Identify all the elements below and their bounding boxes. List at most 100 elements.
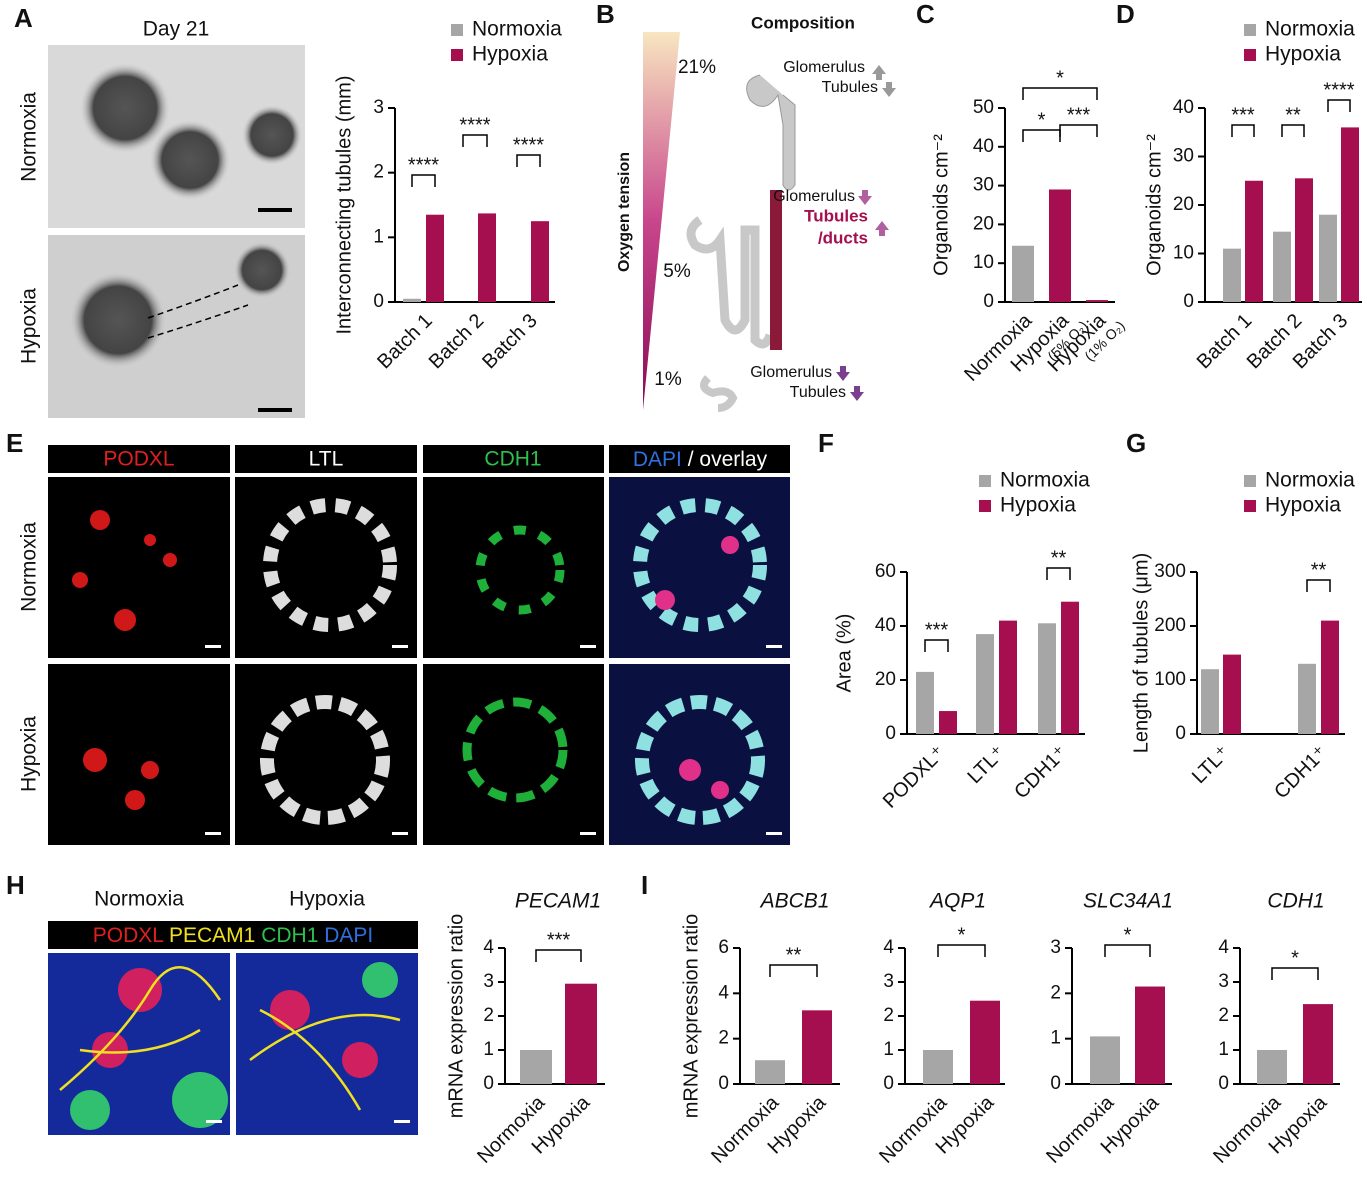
bar bbox=[565, 983, 597, 1084]
nephron bbox=[746, 74, 796, 191]
x-tick-label: LTL⁺ bbox=[963, 742, 1009, 788]
bar bbox=[1223, 654, 1241, 734]
note: Tubules bbox=[804, 206, 868, 225]
chart-title: AQP1 bbox=[928, 890, 986, 913]
y-tick-label: 1 bbox=[1050, 1028, 1061, 1049]
y-axis-label: Organoids cm⁻² bbox=[930, 134, 952, 276]
bar bbox=[1341, 127, 1359, 303]
legend-label: Normoxia bbox=[472, 18, 562, 41]
y-tick-label: 30 bbox=[973, 175, 994, 196]
y-axis-label: Organoids cm⁻² bbox=[1143, 134, 1165, 276]
row-label: Hypoxia bbox=[18, 716, 41, 792]
y-tick-label: 6 bbox=[718, 937, 729, 958]
significance-bracket bbox=[1327, 99, 1351, 112]
x-tick-label: Normoxia bbox=[1042, 1091, 1119, 1168]
y-tick-label: 40 bbox=[973, 136, 994, 157]
bar bbox=[531, 221, 549, 302]
legend-swatch bbox=[1244, 475, 1256, 487]
panel-b-diagram: Oxygen tension Composition 21% 5% 1% Glo… bbox=[616, 13, 896, 412]
x-tick-label: Normoxia bbox=[1209, 1091, 1286, 1168]
panel-letters: A B C D E F G H I bbox=[6, 0, 1146, 900]
significance-bracket bbox=[769, 964, 818, 977]
y-tick-label: 2 bbox=[883, 1005, 894, 1026]
y-tick-label: 2 bbox=[1050, 982, 1061, 1003]
y-tick-label: 1 bbox=[883, 1039, 894, 1060]
note: /ducts bbox=[818, 228, 868, 247]
y-tick-label: 1 bbox=[1218, 1039, 1229, 1060]
significance-bracket bbox=[1022, 87, 1098, 100]
panel-e-images: PODXL LTL CDH1 DAPI / overlay Normoxia H… bbox=[18, 445, 790, 845]
column-label: Hypoxia bbox=[289, 888, 365, 911]
x-tick-label: LTL⁺ bbox=[1188, 742, 1234, 788]
significance-bracket bbox=[937, 944, 986, 957]
bar bbox=[802, 1010, 832, 1084]
legend-swatch bbox=[1244, 500, 1256, 512]
significance-bracket bbox=[1271, 967, 1319, 980]
legend-label: Normoxia bbox=[1000, 469, 1090, 492]
y-tick-label: 0 bbox=[883, 1073, 894, 1094]
legend-swatch bbox=[1244, 24, 1256, 36]
channel-label: DAPI bbox=[324, 924, 373, 947]
y-tick-label: 0 bbox=[718, 1073, 729, 1094]
panel-letter: E bbox=[6, 428, 23, 458]
significance-label: * bbox=[1291, 947, 1299, 969]
significance-bracket bbox=[516, 154, 541, 167]
y-tick-label: 2 bbox=[373, 162, 384, 183]
panel-h-images: Normoxia Hypoxia PODXL PECAM1 CDH1 DAPI bbox=[48, 888, 418, 1135]
row-label: Normoxia bbox=[18, 522, 41, 612]
y-tick-label: 40 bbox=[875, 615, 896, 636]
bar bbox=[403, 298, 421, 302]
note: Tubules bbox=[822, 79, 878, 96]
level: 5% bbox=[663, 261, 691, 282]
significance-label: *** bbox=[1231, 104, 1255, 126]
chart-title: CDH1 bbox=[1267, 890, 1324, 913]
bar bbox=[916, 671, 934, 734]
y-tick-label: 60 bbox=[875, 561, 896, 582]
bar bbox=[1298, 663, 1316, 734]
channel-label: CDH1 bbox=[484, 448, 541, 471]
x-tick-label: Normoxia bbox=[707, 1091, 784, 1168]
legend-swatch bbox=[979, 500, 991, 512]
significance-bracket bbox=[535, 949, 582, 962]
significance-bracket bbox=[462, 134, 488, 147]
significance-label: **** bbox=[513, 134, 544, 156]
channel-label: PECAM1 bbox=[169, 924, 255, 947]
bar bbox=[1135, 986, 1165, 1084]
y-tick-label: 0 bbox=[1050, 1073, 1061, 1094]
y-axis-label: Interconnecting tubules (mm) bbox=[333, 75, 355, 334]
significance-bracket bbox=[411, 174, 436, 187]
chart-title: PECAM1 bbox=[515, 890, 601, 913]
y-tick-label: 300 bbox=[1154, 561, 1186, 582]
y-tick-label: 200 bbox=[1154, 615, 1186, 636]
x-tick-label: PODXL⁺ bbox=[879, 742, 950, 813]
significance-label: **** bbox=[1323, 79, 1354, 101]
bar bbox=[1090, 1036, 1120, 1084]
y-tick-label: 0 bbox=[1175, 723, 1186, 744]
x-tick-label: Normoxia bbox=[473, 1091, 550, 1168]
channel-label: DAPI / overlay bbox=[633, 448, 768, 471]
legend-swatch bbox=[451, 24, 463, 36]
bar bbox=[1303, 1004, 1333, 1084]
bar bbox=[426, 214, 444, 302]
panel-letter: G bbox=[1126, 428, 1146, 458]
bar bbox=[923, 1050, 953, 1084]
bar bbox=[1086, 300, 1108, 302]
significance-bracket bbox=[1281, 124, 1305, 137]
y-tick-label: 4 bbox=[1218, 937, 1229, 958]
channel-labels: PODXL PECAM1 CDH1 DAPI bbox=[93, 924, 374, 947]
significance-label: * bbox=[1038, 109, 1046, 131]
column-label: Normoxia bbox=[94, 888, 184, 911]
y-tick-label: 0 bbox=[483, 1073, 494, 1094]
y-tick-label: 30 bbox=[1173, 146, 1194, 167]
y-tick-label: 0 bbox=[885, 723, 896, 744]
y-tick-label: 3 bbox=[373, 97, 384, 118]
channel-label: DAPI bbox=[633, 448, 682, 471]
significance-label: **** bbox=[408, 154, 439, 176]
chart-title: SLC34A1 bbox=[1083, 890, 1173, 913]
significance-label: *** bbox=[925, 619, 949, 641]
nephron bbox=[700, 375, 738, 412]
significance-bracket bbox=[1022, 129, 1061, 142]
legend-label: Hypoxia bbox=[1265, 494, 1341, 517]
legend-swatch bbox=[451, 49, 463, 61]
